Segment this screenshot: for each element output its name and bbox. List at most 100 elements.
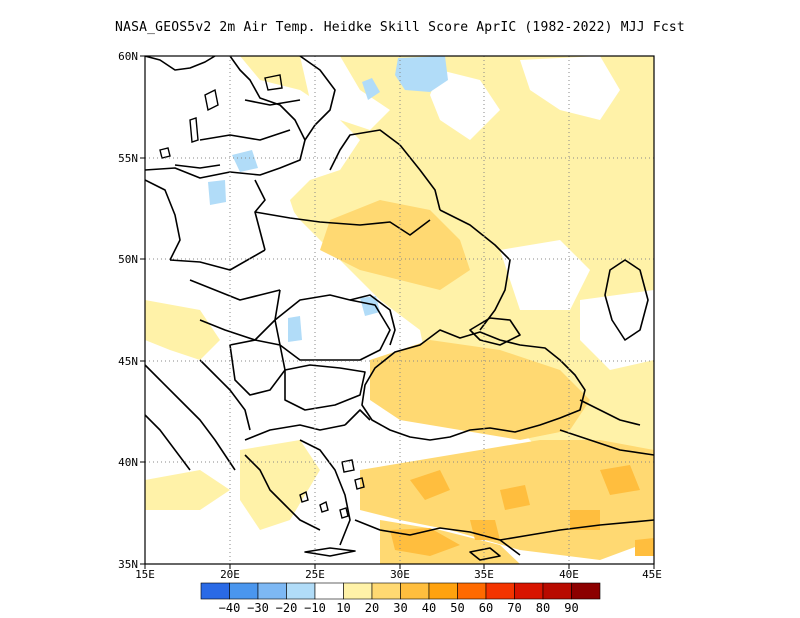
islands	[159, 74, 365, 519]
colorbar-swatch-1	[229, 582, 259, 600]
border-turkey-east	[559, 429, 654, 456]
lat-label-60: 60N	[118, 50, 138, 63]
shade-white-ne3	[520, 56, 620, 120]
lon-label-20: 20E	[220, 568, 240, 581]
shade-sw-yellow-3	[145, 300, 220, 360]
colorbar-label-5: 20	[365, 601, 379, 615]
shade-orange-5	[470, 520, 500, 540]
shade-blue-2	[362, 78, 380, 100]
lon-label-35: 35E	[474, 568, 494, 581]
island-aegean-2	[339, 507, 349, 519]
border-kaliningrad	[174, 164, 221, 169]
colorbar-swatch-11	[514, 582, 544, 600]
border-poland-germany	[145, 179, 181, 261]
colorbar-swatch-13	[571, 582, 601, 600]
lat-label-50: 50N	[118, 253, 138, 266]
colorbar-label-1: −30	[247, 601, 269, 615]
border-turkey-north	[344, 409, 371, 426]
border-balkan-west	[199, 359, 251, 431]
colorbar-label-0: −40	[219, 601, 241, 615]
island-aegean-1	[319, 500, 329, 513]
shade-ukraine	[320, 200, 470, 290]
border-poland-czech	[169, 249, 266, 271]
baltic-coast	[145, 56, 306, 179]
border-lithuania-latvia	[199, 129, 291, 141]
lon-label-15: 15E	[135, 568, 155, 581]
scandinavia-coast	[145, 56, 216, 71]
lat-axis: 60N 55N 50N 45N 40N 35N	[118, 50, 145, 571]
colorbar-swatch-0	[200, 582, 230, 600]
border-greece-north	[244, 424, 346, 441]
colorbar-swatch-9	[457, 582, 487, 600]
shade-orange-7	[635, 538, 654, 556]
colorbar-label-8: 50	[450, 601, 464, 615]
island-aegean-4	[354, 477, 365, 490]
shade-white-ne2	[430, 70, 500, 140]
colorbar: −40 −30 −20 −10 10 20 30 40 50 60 70 80 90	[200, 582, 601, 615]
colorbar-label-2: −20	[276, 601, 298, 615]
colorbar-swatch-10	[485, 582, 515, 600]
island-lesbos	[341, 459, 355, 473]
caspian-coast	[604, 259, 649, 341]
border-poland-belarus	[254, 179, 266, 251]
colorbar-label-12: 90	[564, 601, 578, 615]
island-gotland	[204, 88, 219, 112]
skill-shading	[145, 56, 654, 564]
lat-label-45: 45N	[118, 355, 138, 368]
baltic-coast-2	[299, 56, 336, 141]
colorbar-swatch-6	[371, 582, 401, 600]
island-oland	[189, 117, 199, 143]
colorbar-swatch-8	[428, 582, 458, 600]
lon-label-25: 25E	[305, 568, 325, 581]
colorbar-swatch-12	[542, 582, 572, 600]
border-czech-slovakia	[189, 279, 281, 301]
colorbar-swatch-3	[286, 582, 316, 600]
crete-coast	[304, 547, 356, 557]
map-title: NASA_GEOS5v2 2m Air Temp. Heidke Skill S…	[115, 20, 685, 35]
shade-white-central	[145, 260, 400, 480]
black-sea-coast	[361, 329, 586, 441]
shade-orange-6	[570, 510, 600, 530]
colorbar-swatch-2	[257, 582, 287, 600]
adriatic-coast	[145, 364, 236, 471]
colorbar-swatch-7	[400, 582, 430, 600]
colorbar-label-9: 60	[479, 601, 493, 615]
border-moldova	[349, 294, 396, 346]
border-turkey-syria	[499, 519, 654, 541]
colorbar-label-10: 70	[507, 601, 521, 615]
island-aegean-3	[299, 490, 309, 503]
country-borders	[145, 99, 654, 541]
colorbar-label-7: 40	[422, 601, 436, 615]
shade-white-e2	[580, 290, 654, 370]
shade-sw-yellow-1	[145, 470, 230, 510]
lat-label-40: 40N	[118, 456, 138, 469]
greece-coast	[244, 454, 321, 531]
border-bulgaria	[284, 364, 366, 411]
island-bornholm	[159, 147, 171, 159]
border-belarus-ukraine	[254, 211, 431, 236]
colorbar-label-4: 10	[336, 601, 350, 615]
colorbar-swatch-4	[314, 582, 344, 600]
colorbar-label-3: −10	[304, 601, 326, 615]
italy-coast	[145, 414, 191, 471]
shade-blue-5	[288, 316, 302, 342]
shade-blue-4	[208, 180, 226, 205]
border-ukraine-russia	[439, 209, 511, 331]
colorbar-label-11: 80	[536, 601, 550, 615]
graticule	[145, 56, 654, 564]
colorbar-label-6: 30	[393, 601, 407, 615]
lat-label-55: 55N	[118, 152, 138, 165]
colorbar-swatch-5	[343, 582, 373, 600]
border-serbia	[229, 339, 286, 396]
island-saaremaa	[264, 74, 283, 91]
shade-sw-yellow-2	[240, 440, 320, 530]
lon-label-40: 40E	[559, 568, 579, 581]
shade-blue-1	[395, 56, 448, 92]
lat-label-35: 35N	[118, 558, 138, 571]
shade-blacksea	[370, 340, 590, 440]
shade-orange-2	[500, 485, 530, 510]
lon-label-45: 45E	[642, 568, 662, 581]
shade-white-e1	[500, 240, 590, 310]
border-romania	[274, 294, 391, 361]
